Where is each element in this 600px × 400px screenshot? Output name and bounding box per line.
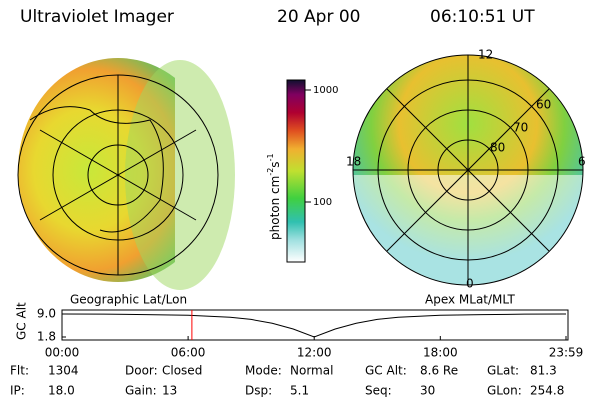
date: 20 Apr 00: [277, 7, 360, 27]
info-value: 13: [162, 384, 177, 398]
info-value: 254.8: [530, 384, 564, 398]
info-label: Flt:: [10, 364, 29, 378]
alt-plot-frame: [61, 309, 569, 341]
info-label: GC Alt:: [365, 364, 407, 378]
alt-xtick-label: 18:00: [423, 346, 458, 360]
info-label: Gain:: [125, 384, 157, 398]
label-part: -2: [266, 168, 275, 176]
info-value: Normal: [290, 364, 333, 378]
info-label: Mode:: [245, 364, 282, 378]
info-value: 18.0: [48, 384, 75, 398]
mlat-label: 70: [513, 121, 528, 135]
info-value: Closed: [162, 364, 202, 378]
info-label: GLat:: [487, 364, 519, 378]
alt-xtick-label: 23:59: [549, 346, 584, 360]
colorbar-label: photon cm-2s-1: [266, 153, 282, 240]
info-label: Dsp:: [245, 384, 272, 398]
alt-curve: [61, 313, 567, 338]
time: 06:10:51 UT: [430, 7, 535, 27]
info-panel: Flt: 1304 Door: Closed Mode: Normal GC Alt: 8.6…: [10, 364, 564, 398]
left-map: [17, 58, 235, 290]
info-label: Seq:: [365, 384, 392, 398]
label-part: s: [268, 161, 282, 167]
title: Ultraviolet Imager: [20, 7, 174, 27]
map-label: Geographic Lat/Lon: [70, 293, 187, 307]
alt-ytick-label: 1.8: [37, 330, 56, 344]
info-value: 1304: [48, 364, 79, 378]
info-value: 8.6 Re: [420, 364, 458, 378]
info-label: GLon:: [487, 384, 522, 398]
mlat-label: 80: [490, 141, 505, 155]
alt-xtick-label: 06:00: [171, 346, 206, 360]
info-label: IP:: [10, 384, 25, 398]
label-part: -1: [266, 153, 275, 161]
label-part: photon cm: [268, 176, 282, 240]
info-label: Door:: [125, 364, 158, 378]
info-value: 30: [420, 384, 435, 398]
mlt-label: 0: [466, 277, 474, 291]
mlt-label: 18: [346, 155, 361, 169]
mlt-label: 12: [478, 48, 493, 62]
right-map: 12 18 6 0 60 70 80: [346, 48, 586, 291]
map-label: Apex MLat/MLT: [425, 293, 515, 307]
colorbar: 1000 100 photon cm-2s-1: [266, 79, 338, 263]
info-value: 81.3: [530, 364, 557, 378]
alt-ytick-label: 9.0: [37, 307, 56, 321]
alt-ylabel: GC Alt: [15, 302, 29, 340]
colorbar-tick: 1000: [313, 85, 338, 96]
mlt-label: 6: [578, 155, 586, 169]
alt-xtick-label: 12:00: [297, 346, 332, 360]
info-value: 5.1: [290, 384, 309, 398]
colorbar-tick: 100: [313, 197, 332, 208]
alt-xtick-label: 00:00: [45, 346, 80, 360]
mlat-label: 60: [536, 98, 551, 112]
